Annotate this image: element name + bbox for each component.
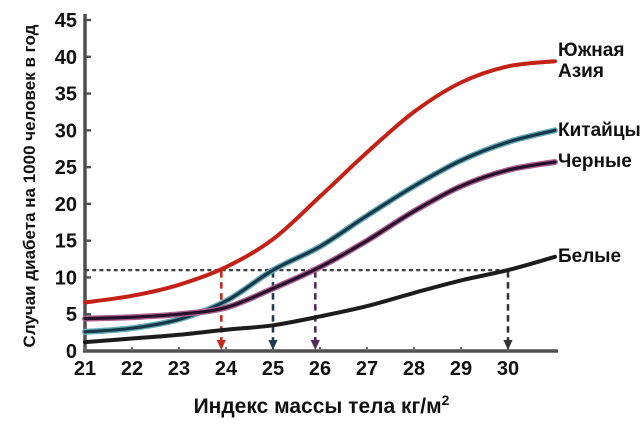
y-tick-label: 45	[55, 10, 77, 32]
x-axis-title: Индекс массы тела кг/м2	[85, 392, 558, 419]
drop-arrow-head	[310, 340, 320, 350]
x-tick-label: 21	[74, 358, 96, 380]
x-tick-label: 22	[121, 358, 143, 380]
x-axis-title-text: Индекс массы тела кг/м	[193, 395, 442, 418]
curve-halo-Китайцы	[82, 127, 558, 335]
drop-arrow-head	[503, 340, 513, 350]
y-tick-label: 30	[55, 120, 77, 142]
y-tick-label: 15	[55, 231, 77, 253]
legend-label-Китайцы: Китайцы	[558, 119, 641, 141]
y-tick-label: 20	[55, 194, 77, 216]
y-tick-label: 25	[55, 157, 77, 179]
x-axis-title-superscript: 2	[441, 392, 450, 408]
curve-Южная Азия	[83, 59, 557, 305]
x-tick-label: 29	[450, 358, 472, 380]
y-tick-label: 35	[55, 84, 77, 106]
drop-arrow-head	[268, 340, 278, 350]
y-tick-label: 10	[55, 267, 77, 289]
x-tick-label: 26	[309, 358, 331, 380]
x-tick-label: 23	[168, 358, 190, 380]
curve-Белые	[83, 254, 557, 345]
x-tick-label: 24	[215, 358, 238, 380]
y-tick-label: 0	[66, 341, 77, 363]
x-tick-label: 25	[262, 358, 284, 380]
y-tick-label: 5	[66, 304, 77, 326]
drop-arrow-head	[216, 340, 226, 350]
y-tick-label: 40	[55, 47, 77, 69]
legend-label-Южная Азия: Южная Азия	[558, 40, 625, 83]
legend-label-Черные: Черные	[558, 151, 632, 173]
x-tick-label: 27	[356, 358, 378, 380]
curve-Китайцы	[83, 128, 557, 334]
curve-Черные	[83, 160, 557, 321]
legend-label-Белые: Белые	[558, 246, 622, 268]
x-tick-label: 30	[497, 358, 519, 380]
curve-halo-Черные	[82, 159, 558, 322]
x-tick-label: 28	[403, 358, 425, 380]
